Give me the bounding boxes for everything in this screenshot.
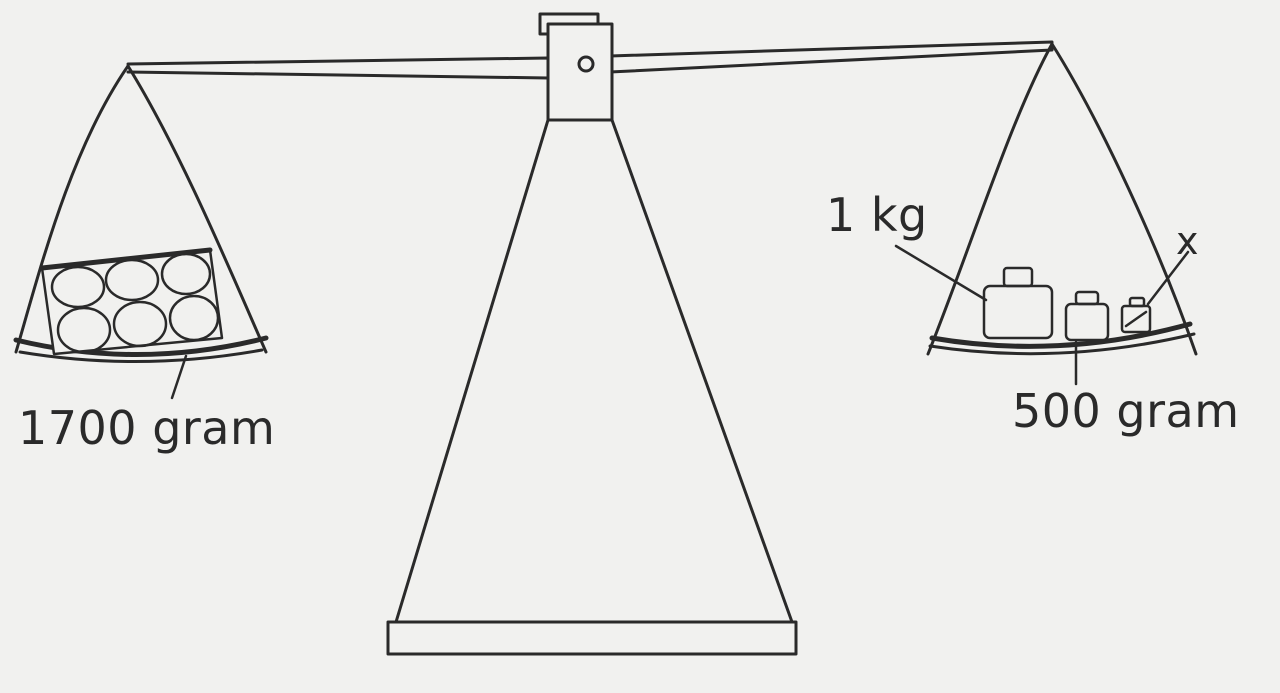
left-load-box [39, 247, 224, 356]
weight-500-gram [1064, 290, 1110, 342]
stand [394, 118, 794, 624]
leader-lines [170, 244, 1190, 400]
left-weight-label: 1700 gram [18, 401, 276, 455]
pivot-block [538, 12, 614, 122]
weight-x [1120, 296, 1152, 334]
weight-500-label: 500 gram [1012, 384, 1240, 438]
weight-1kg [982, 266, 1054, 340]
right-pan [926, 42, 1198, 356]
left-pan [13, 64, 269, 363]
stand-base [386, 620, 798, 656]
weight-x-label: x [1176, 219, 1199, 263]
weight-1kg-label: 1 kg [826, 188, 928, 242]
